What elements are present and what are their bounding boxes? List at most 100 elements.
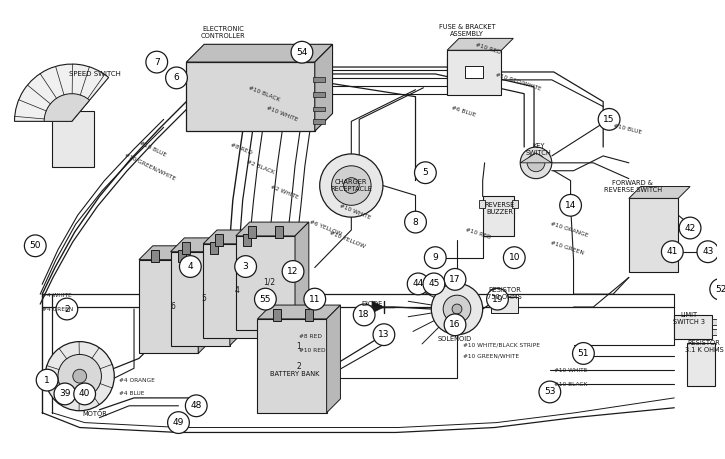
Text: 49: 49 [173, 418, 184, 427]
Bar [674, 315, 712, 339]
Text: #10 RED: #10 RED [465, 228, 492, 241]
Text: 4: 4 [188, 262, 193, 271]
Text: #10 BLUE: #10 BLUE [613, 123, 642, 135]
Text: 7: 7 [154, 57, 160, 67]
Circle shape [431, 283, 483, 335]
Polygon shape [447, 39, 513, 50]
Text: MOTOR: MOTOR [82, 411, 107, 417]
Text: FORWARD &
REVERSE SWITCH: FORWARD & REVERSE SWITCH [604, 180, 662, 193]
Bar [513, 201, 518, 208]
Text: ELECTRONIC
CONTROLLER: ELECTRONIC CONTROLLER [201, 26, 245, 39]
Polygon shape [186, 45, 333, 62]
Text: 19: 19 [492, 295, 503, 304]
Text: 8: 8 [413, 218, 418, 227]
Bar [236, 236, 295, 330]
Text: #10 RED: #10 RED [299, 348, 326, 353]
Wedge shape [14, 64, 109, 121]
Polygon shape [170, 238, 244, 252]
Circle shape [443, 295, 471, 323]
Wedge shape [44, 94, 90, 121]
Text: 1: 1 [297, 342, 302, 351]
Polygon shape [327, 305, 341, 413]
Circle shape [74, 383, 96, 405]
Text: 17: 17 [450, 275, 461, 284]
Circle shape [415, 162, 436, 184]
Circle shape [697, 241, 718, 263]
Text: 10: 10 [508, 253, 520, 262]
Bar [312, 77, 325, 82]
Circle shape [235, 256, 257, 277]
Circle shape [598, 108, 620, 130]
Bar [273, 309, 281, 321]
Bar [305, 309, 312, 321]
Text: #4 BLUE: #4 BLUE [119, 392, 145, 397]
Text: #2 BLACK: #2 BLACK [246, 159, 275, 175]
Text: #10 WHITE: #10 WHITE [339, 204, 371, 221]
Bar [312, 92, 325, 97]
Text: 39: 39 [59, 389, 70, 398]
Text: KEY
SWITCH: KEY SWITCH [526, 142, 552, 156]
Bar [312, 106, 325, 112]
Circle shape [661, 241, 683, 263]
Polygon shape [315, 45, 333, 131]
Text: 15: 15 [603, 115, 615, 124]
Circle shape [405, 211, 426, 233]
Bar [312, 119, 325, 124]
Text: 16: 16 [450, 320, 461, 329]
Text: RESISTOR
750 OHMS: RESISTOR 750 OHMS [487, 287, 522, 300]
Bar [248, 226, 255, 238]
Text: #2 WHITE: #2 WHITE [270, 185, 299, 200]
Text: FUSE & BRACKET
ASSEMBLY: FUSE & BRACKET ASSEMBLY [439, 24, 495, 37]
Text: 55: 55 [260, 295, 271, 304]
Circle shape [573, 342, 594, 364]
Text: 40: 40 [79, 389, 91, 398]
Bar [178, 250, 186, 262]
Bar [712, 329, 725, 335]
Text: 5: 5 [423, 168, 428, 177]
Text: SOLENOID: SOLENOID [438, 336, 472, 341]
Bar [447, 50, 502, 95]
Bar [712, 319, 725, 325]
Circle shape [72, 369, 86, 383]
Text: 2: 2 [64, 304, 70, 313]
Text: REVERSE
BUZZER: REVERSE BUZZER [484, 202, 515, 215]
Circle shape [45, 341, 115, 411]
Text: 2: 2 [297, 362, 302, 371]
Text: 43: 43 [703, 247, 713, 256]
Text: #10 BLACK: #10 BLACK [554, 381, 587, 386]
Polygon shape [262, 230, 276, 338]
Text: #10 BLACK: #10 BLACK [248, 85, 281, 102]
Text: #10 GREEN: #10 GREEN [550, 240, 584, 256]
Bar [687, 342, 715, 386]
Bar [52, 112, 94, 167]
Circle shape [521, 147, 552, 179]
Text: #10 WHITE: #10 WHITE [265, 105, 298, 122]
Text: LIMIT
SWITCH 3: LIMIT SWITCH 3 [673, 313, 705, 325]
Bar [257, 319, 327, 413]
Circle shape [58, 354, 102, 398]
Circle shape [146, 51, 167, 73]
Bar [210, 242, 218, 254]
Circle shape [486, 288, 508, 310]
Circle shape [373, 324, 395, 346]
Circle shape [407, 273, 429, 295]
Circle shape [679, 217, 701, 239]
Circle shape [180, 256, 202, 277]
Circle shape [539, 381, 560, 403]
Bar [243, 234, 251, 246]
Polygon shape [295, 222, 309, 330]
Text: RESISTOR
3.1 K OHMS: RESISTOR 3.1 K OHMS [684, 340, 724, 353]
Circle shape [282, 261, 304, 282]
Text: 11: 11 [309, 295, 320, 304]
Text: 52: 52 [715, 285, 725, 294]
Circle shape [424, 247, 446, 269]
Bar [215, 234, 223, 246]
Circle shape [444, 314, 466, 336]
Text: 13: 13 [378, 330, 389, 339]
Circle shape [56, 298, 78, 320]
Text: #10 RED/WHITE: #10 RED/WHITE [494, 72, 542, 92]
Polygon shape [198, 246, 212, 353]
Circle shape [527, 154, 545, 172]
Bar [139, 260, 198, 353]
Text: 48: 48 [191, 401, 202, 410]
